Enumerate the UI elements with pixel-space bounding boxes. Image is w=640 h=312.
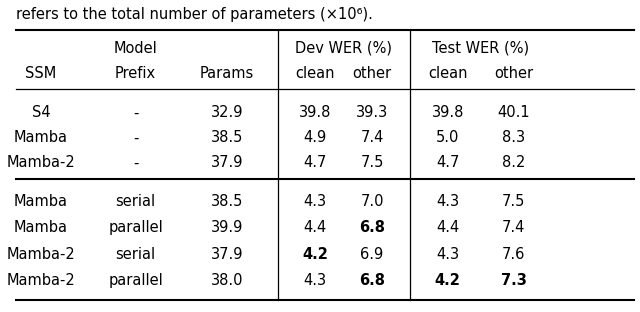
Text: 4.2: 4.2 — [302, 247, 328, 262]
Text: S4: S4 — [32, 105, 51, 120]
Text: 4.3: 4.3 — [304, 273, 327, 288]
Text: other: other — [494, 66, 534, 81]
Text: 6.8: 6.8 — [359, 220, 385, 235]
Text: Test WER (%): Test WER (%) — [432, 41, 529, 56]
Text: 37.9: 37.9 — [211, 155, 243, 170]
Text: 4.4: 4.4 — [304, 220, 327, 235]
Text: SSM: SSM — [26, 66, 57, 81]
Text: other: other — [353, 66, 392, 81]
Text: 4.3: 4.3 — [436, 247, 460, 262]
Text: 40.1: 40.1 — [498, 105, 530, 120]
Text: 7.5: 7.5 — [502, 194, 525, 209]
Text: 37.9: 37.9 — [211, 247, 243, 262]
Text: 7.4: 7.4 — [502, 220, 525, 235]
Text: 38.5: 38.5 — [211, 194, 243, 209]
Text: 7.6: 7.6 — [502, 247, 525, 262]
Text: 38.0: 38.0 — [211, 273, 243, 288]
Text: 7.0: 7.0 — [360, 194, 384, 209]
Text: refers to the total number of parameters (×10⁶).: refers to the total number of parameters… — [16, 7, 372, 22]
Text: Mamba-2: Mamba-2 — [7, 247, 76, 262]
Text: parallel: parallel — [108, 220, 163, 235]
Text: 39.8: 39.8 — [299, 105, 332, 120]
Text: 7.5: 7.5 — [360, 155, 384, 170]
Text: 4.3: 4.3 — [436, 194, 460, 209]
Text: Prefix: Prefix — [115, 66, 156, 81]
Text: 4.7: 4.7 — [436, 155, 460, 170]
Text: Mamba: Mamba — [14, 194, 68, 209]
Text: -: - — [133, 105, 138, 120]
Text: -: - — [133, 130, 138, 145]
Text: 39.9: 39.9 — [211, 220, 243, 235]
Text: Dev WER (%): Dev WER (%) — [295, 41, 392, 56]
Text: 4.7: 4.7 — [303, 155, 327, 170]
Text: 8.3: 8.3 — [502, 130, 525, 145]
Text: Mamba: Mamba — [14, 130, 68, 145]
Text: 4.9: 4.9 — [304, 130, 327, 145]
Text: 6.9: 6.9 — [360, 247, 384, 262]
Text: 39.8: 39.8 — [431, 105, 464, 120]
Text: 7.4: 7.4 — [360, 130, 384, 145]
Text: 4.2: 4.2 — [435, 273, 461, 288]
Text: serial: serial — [116, 194, 156, 209]
Text: 6.8: 6.8 — [359, 273, 385, 288]
Text: Params: Params — [200, 66, 254, 81]
Text: 4.4: 4.4 — [436, 220, 460, 235]
Text: serial: serial — [116, 247, 156, 262]
Text: Mamba: Mamba — [14, 220, 68, 235]
Text: clean: clean — [296, 66, 335, 81]
Text: Model: Model — [114, 41, 157, 56]
Text: 38.5: 38.5 — [211, 130, 243, 145]
Text: 39.3: 39.3 — [356, 105, 388, 120]
Text: clean: clean — [428, 66, 467, 81]
Text: 4.3: 4.3 — [304, 194, 327, 209]
Text: Mamba-2: Mamba-2 — [7, 155, 76, 170]
Text: 8.2: 8.2 — [502, 155, 525, 170]
Text: -: - — [133, 155, 138, 170]
Text: 7.3: 7.3 — [501, 273, 527, 288]
Text: 32.9: 32.9 — [211, 105, 243, 120]
Text: 5.0: 5.0 — [436, 130, 460, 145]
Text: parallel: parallel — [108, 273, 163, 288]
Text: Mamba-2: Mamba-2 — [7, 273, 76, 288]
